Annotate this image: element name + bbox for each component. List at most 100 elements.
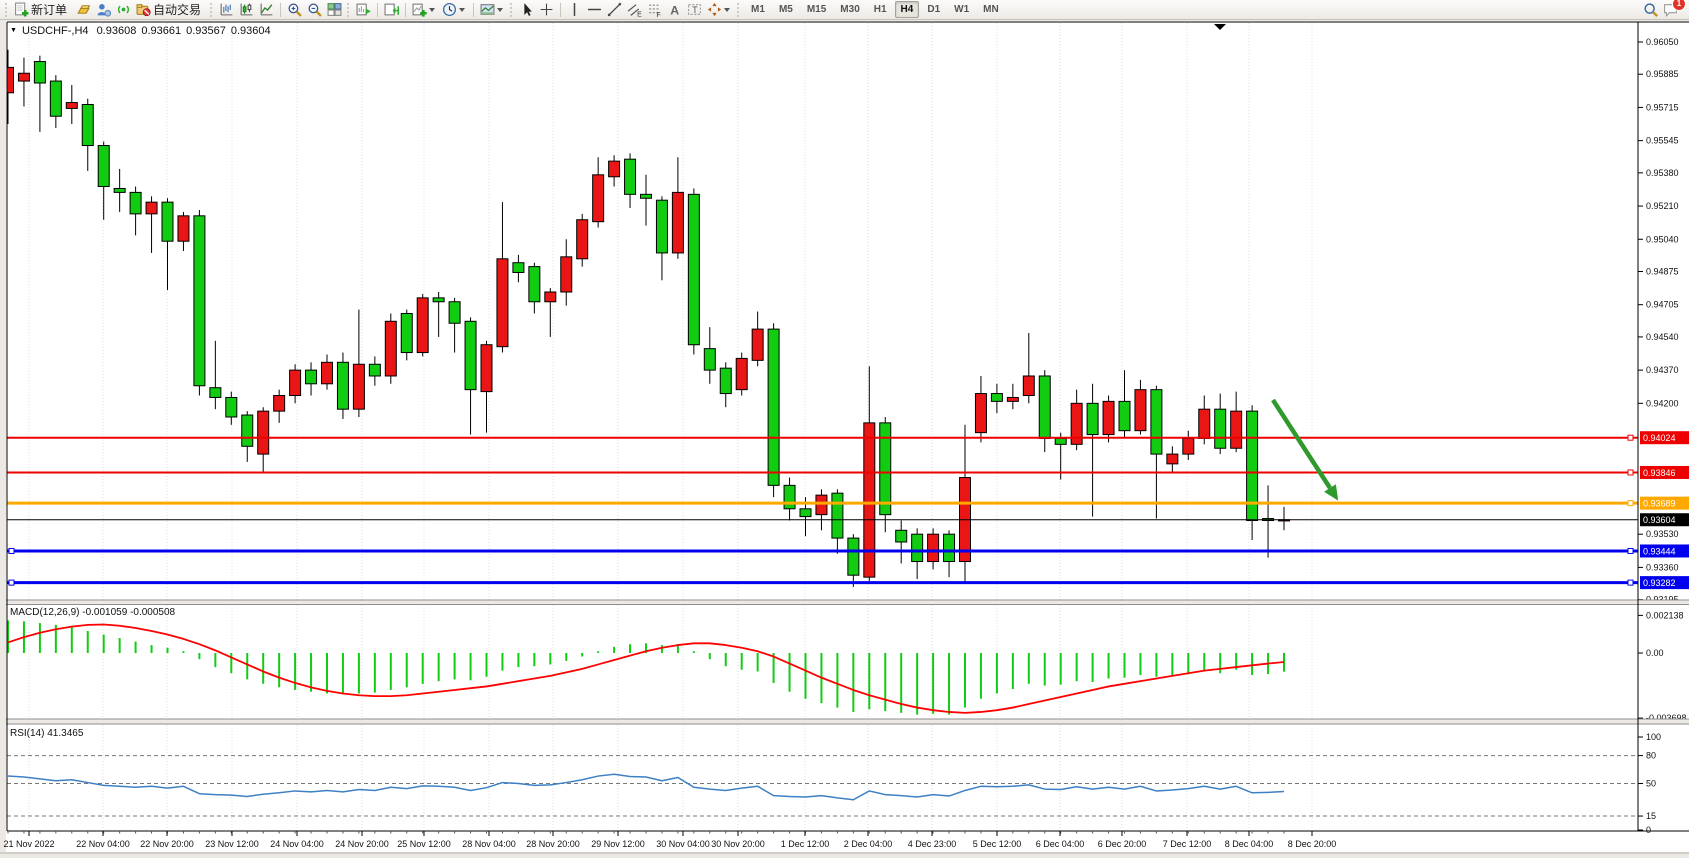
toolbar-separator: [280, 2, 282, 17]
cursor-icon: [519, 2, 534, 17]
zoom-in-button[interactable]: [285, 1, 304, 19]
svg-text:22 Nov 20:00: 22 Nov 20:00: [140, 839, 194, 849]
time-axis: 21 Nov 2022 22 Nov 04:00 22 Nov 20:00 23 No…: [3, 831, 1336, 849]
chevron-down-icon: [497, 8, 504, 12]
toolbar-grip: [737, 2, 740, 17]
chart-shift-marker[interactable]: [1214, 24, 1226, 30]
toolbar-grip: [510, 2, 513, 17]
timeframe-W1[interactable]: W1: [954, 4, 970, 15]
zoom-in-icon: [287, 2, 302, 17]
svg-text:6 Dec 20:00: 6 Dec 20:00: [1098, 839, 1147, 849]
new-order-label: 新订单: [31, 3, 68, 17]
profile-icon: [96, 2, 112, 17]
chart-shift-button[interactable]: [382, 1, 401, 19]
candlestick-chart-button[interactable]: [237, 1, 256, 19]
auto-trading-label: 自动交易: [153, 3, 202, 17]
tile-windows-button[interactable]: [325, 1, 344, 19]
timeframe-M5[interactable]: M5: [778, 4, 793, 15]
notification-badge: 1: [1672, 0, 1686, 11]
toolbar-separator: [405, 2, 407, 17]
svg-text:0.00: 0.00: [1646, 648, 1664, 658]
timeframe-MN[interactable]: MN: [983, 4, 999, 15]
svg-text:0.93689: 0.93689: [1643, 499, 1676, 509]
svg-text:8 Dec 20:00: 8 Dec 20:00: [1288, 839, 1337, 849]
line-chart-button[interactable]: [257, 1, 276, 19]
periods-button[interactable]: [440, 1, 469, 19]
gold-button[interactable]: [74, 1, 93, 19]
signal-button[interactable]: [114, 1, 133, 19]
templates-button[interactable]: [478, 1, 507, 19]
toolbar-grip: [347, 2, 350, 17]
trendline-tool-button[interactable]: [605, 1, 624, 19]
svg-text:29 Nov 12:00: 29 Nov 12:00: [591, 839, 645, 849]
timeframe-D1[interactable]: D1: [927, 4, 941, 15]
svg-text:6 Dec 04:00: 6 Dec 04:00: [1036, 839, 1085, 849]
svg-text:1 Dec 12:00: 1 Dec 12:00: [781, 839, 830, 849]
text-tool-button[interactable]: A: [665, 1, 684, 19]
ohlc-low: 0.93567: [186, 25, 226, 37]
ohlc-high: 0.93661: [141, 25, 182, 37]
arrows-tool-button[interactable]: [705, 1, 734, 19]
svg-text:7 Dec 12:00: 7 Dec 12:00: [1163, 839, 1212, 849]
timeframe-H4[interactable]: H4: [894, 1, 920, 18]
svg-text:22 Nov 04:00: 22 Nov 04:00: [76, 839, 130, 849]
auto-trading-button[interactable]: 自动交易: [134, 1, 207, 19]
svg-text:0.93604: 0.93604: [1643, 515, 1676, 525]
search-button[interactable]: [1641, 1, 1660, 19]
trendline-icon: [607, 2, 622, 17]
clock-icon: [442, 2, 457, 17]
chevron-down-icon: [724, 8, 731, 12]
down-arrow-annotation[interactable]: [1271, 398, 1339, 501]
zoom-out-button[interactable]: [305, 1, 324, 19]
bar-chart-icon: [219, 2, 234, 17]
svg-text:T: T: [692, 5, 698, 15]
toolbar-separator: [560, 2, 562, 17]
gold-icon: [76, 2, 91, 17]
fibonacci-tool-button[interactable]: F: [645, 1, 664, 19]
horizontal-line-tool-button[interactable]: [585, 1, 604, 19]
auto-scroll-button[interactable]: [354, 1, 373, 19]
crosshair-icon: [539, 2, 554, 17]
crosshair-tool-button[interactable]: [537, 1, 556, 19]
macd-layer: [7, 620, 1285, 715]
ohlc-close: 0.93604: [230, 25, 271, 37]
svg-text:0.95040: 0.95040: [1646, 234, 1679, 244]
new-order-icon: [14, 2, 29, 17]
svg-text:50: 50: [1646, 779, 1656, 789]
svg-text:0.93360: 0.93360: [1646, 562, 1679, 572]
svg-text:0.93282: 0.93282: [1643, 578, 1676, 588]
timeframe-group: M1 M5 M15 M30 H1 H4 D1 W1 MN: [744, 1, 1006, 18]
vertical-line-tool-button[interactable]: [565, 1, 584, 19]
timeframe-M15[interactable]: M15: [806, 4, 827, 15]
zoom-out-icon: [307, 2, 322, 17]
candlestick-chart-icon: [239, 2, 254, 17]
indicators-button[interactable]: [410, 1, 439, 19]
cursor-tool-button[interactable]: [517, 1, 536, 19]
channel-tool-button[interactable]: E: [625, 1, 644, 19]
collapse-triangle-icon: ▼: [10, 27, 17, 34]
timeframe-H1[interactable]: H1: [873, 4, 887, 15]
notifications-button[interactable]: 1: [1661, 0, 1686, 19]
bar-chart-button[interactable]: [217, 1, 236, 19]
hline-objects-layer[interactable]: 0.94024 0.93846 0.93689 0.93604 0.93444 0.932…: [7, 431, 1689, 590]
toolbar-grip: [5, 2, 7, 17]
macd-indicator-label: MACD(12,26,9) -0.001059 -0.000508: [10, 607, 176, 618]
chart-symbol: USDCHF-,H4: [21, 25, 89, 37]
main-toolbar: 新订单 自动交易 E F A T M1 M5 M15 M30 H1 H4 D1 W1 MN 1: [0, 0, 1689, 20]
svg-text:28 Nov 20:00: 28 Nov 20:00: [526, 839, 580, 849]
text-label-tool-button[interactable]: T: [685, 1, 704, 19]
text-label-icon: T: [687, 2, 702, 17]
svg-text:0.96050: 0.96050: [1646, 37, 1679, 47]
svg-text:0.94705: 0.94705: [1646, 300, 1679, 310]
svg-text:25 Nov 12:00: 25 Nov 12:00: [397, 839, 451, 849]
rsi-line: [7, 773, 1285, 801]
svg-text:8 Dec 04:00: 8 Dec 04:00: [1225, 839, 1274, 849]
profile-button[interactable]: [94, 1, 113, 19]
svg-text:0.95210: 0.95210: [1646, 201, 1679, 211]
new-order-button[interactable]: 新订单: [12, 1, 73, 19]
svg-text:24 Nov 04:00: 24 Nov 04:00: [270, 839, 324, 849]
chevron-down-icon: [459, 8, 466, 12]
timeframe-M30[interactable]: M30: [840, 4, 860, 15]
timeframe-M1[interactable]: M1: [751, 4, 765, 15]
